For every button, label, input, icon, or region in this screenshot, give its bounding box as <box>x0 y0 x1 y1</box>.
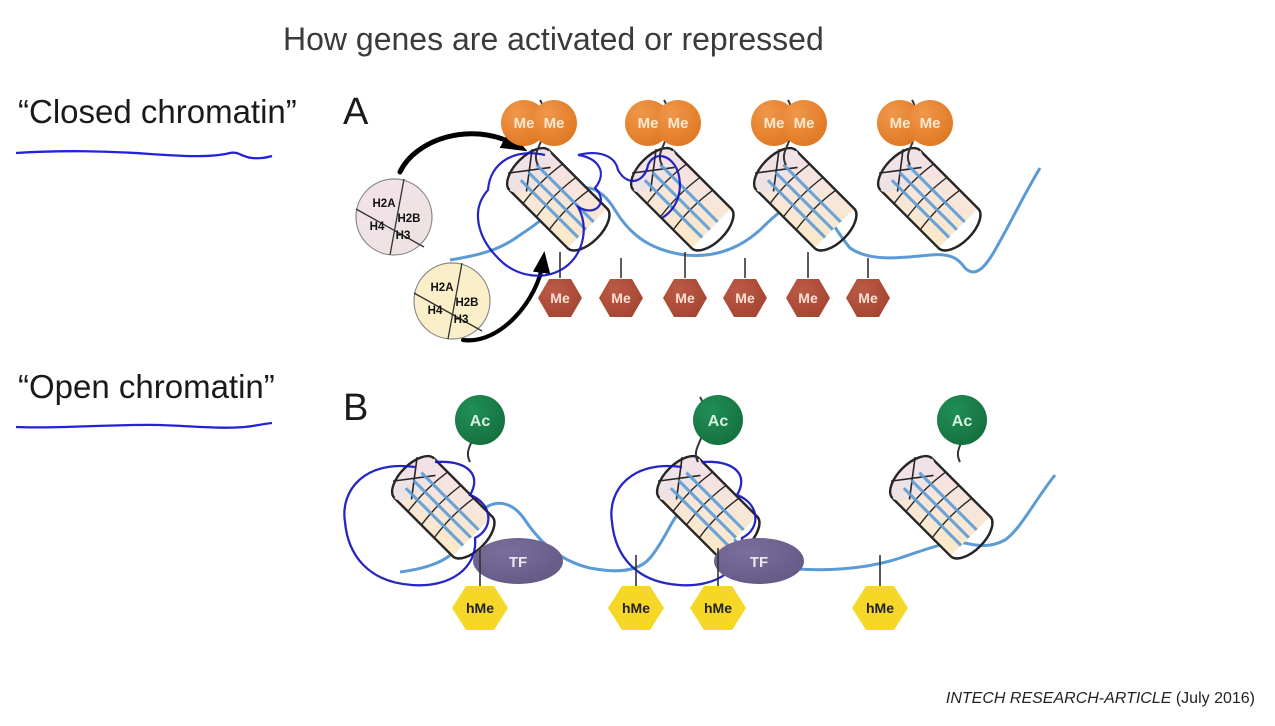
svg-text:Me: Me <box>890 115 911 132</box>
svg-text:H2A: H2A <box>430 282 453 294</box>
svg-text:TF: TF <box>750 554 768 571</box>
svg-text:H4: H4 <box>370 221 385 233</box>
svg-text:Me: Me <box>920 115 941 132</box>
svg-text:Me: Me <box>764 115 785 132</box>
svg-text:Me: Me <box>675 290 695 306</box>
svg-text:H4: H4 <box>428 305 443 317</box>
svg-text:H3: H3 <box>454 314 469 326</box>
svg-text:Me: Me <box>611 290 631 306</box>
svg-text:Me: Me <box>794 115 815 132</box>
svg-text:Me: Me <box>798 290 818 306</box>
svg-text:H3: H3 <box>396 230 411 242</box>
svg-text:Ac: Ac <box>470 413 491 430</box>
svg-text:Me: Me <box>668 115 689 132</box>
svg-text:Ac: Ac <box>708 413 729 430</box>
svg-text:hMe: hMe <box>866 600 894 616</box>
svg-text:Ac: Ac <box>952 413 973 430</box>
svg-text:Me: Me <box>735 290 755 306</box>
svg-text:H2A: H2A <box>372 198 395 210</box>
svg-text:hMe: hMe <box>622 600 650 616</box>
svg-text:hMe: hMe <box>704 600 732 616</box>
svg-text:Me: Me <box>544 115 565 132</box>
svg-text:hMe: hMe <box>466 600 494 616</box>
svg-text:Me: Me <box>550 290 570 306</box>
svg-text:H2B: H2B <box>397 213 420 225</box>
svg-text:Me: Me <box>858 290 878 306</box>
svg-text:Me: Me <box>638 115 659 132</box>
svg-text:H2B: H2B <box>455 297 478 309</box>
svg-text:TF: TF <box>509 554 527 571</box>
svg-text:Me: Me <box>514 115 535 132</box>
